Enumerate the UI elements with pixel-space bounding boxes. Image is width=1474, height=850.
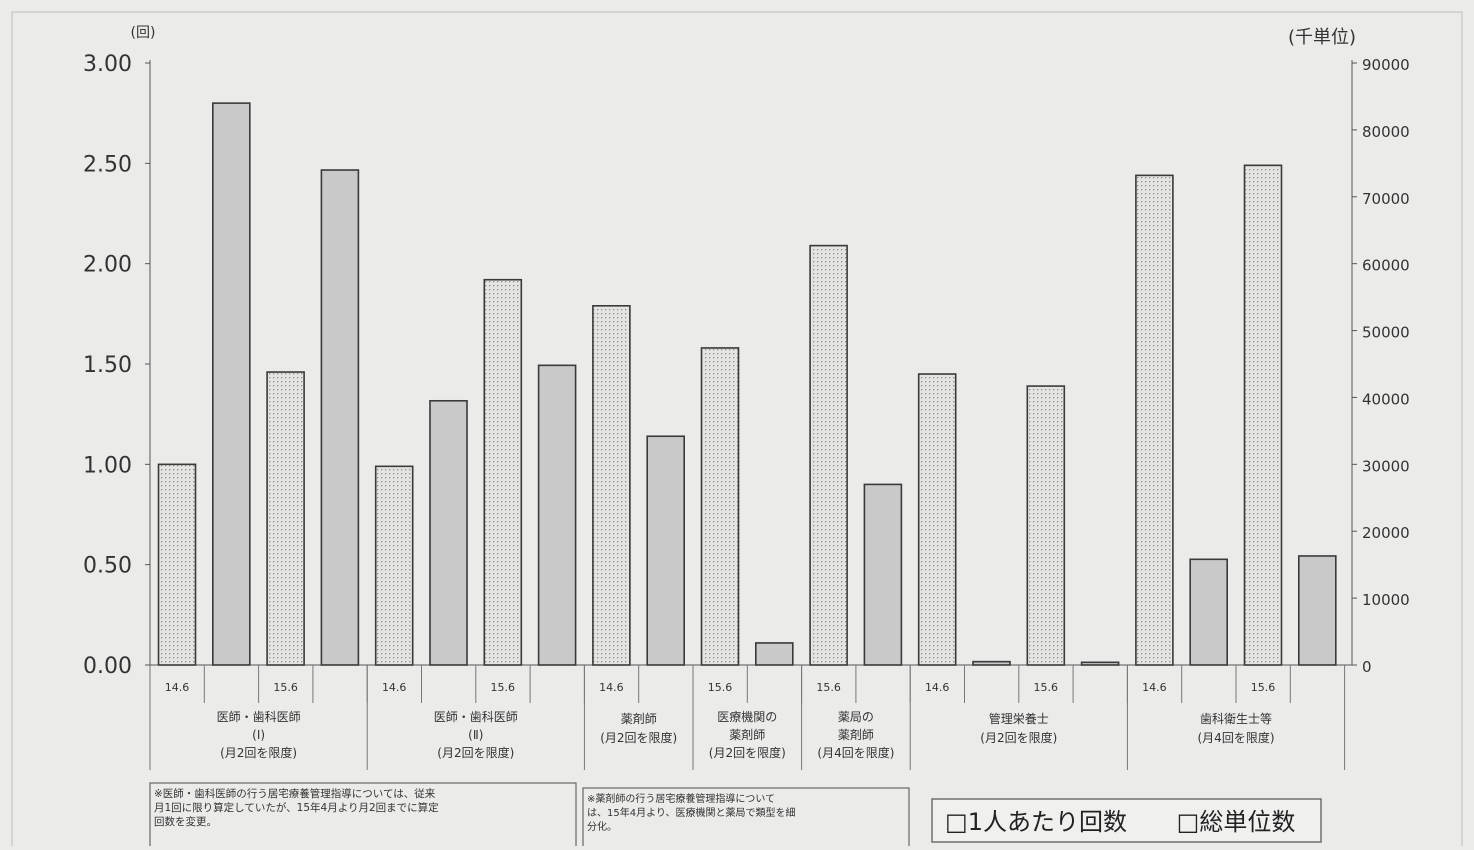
y-right-tick-label: 80000 [1362,123,1410,141]
category-label: 医療機関の [717,709,777,724]
period-label: 15.6 [1034,681,1059,694]
figure-frame [11,11,1463,850]
note-text: 回数を変更。 [154,815,217,828]
bar-total-units [537,364,577,666]
note-text: ※薬剤師の行う居宅療養管理指導について [587,792,775,805]
y-left-tick-label: 1.00 [83,453,132,478]
y-left-unit: (回) [131,25,156,41]
category-label: (月4回を限度) [817,745,894,760]
bar-per-person [1135,174,1174,666]
bar-per-person [700,347,740,666]
bar-total-units [863,483,903,666]
category-label: (月4回を限度) [1198,730,1275,745]
category-label: (Ⅱ) [468,728,483,742]
y-right-tick-label: 30000 [1362,457,1410,475]
bar-total-units [212,102,251,666]
y-left-tick-label: 2.00 [83,253,132,278]
period-label: 14.6 [599,681,624,694]
category-label: (月2回を限度) [600,730,677,745]
period-label: 14.6 [165,681,190,694]
bar-total-units [1298,555,1337,666]
period-label: 15.6 [1251,681,1276,694]
period-label: 14.6 [382,681,407,694]
y-right-tick-label: 0 [1362,658,1372,676]
bar-total-units [320,169,360,666]
y-right-tick-label: 20000 [1362,524,1410,542]
bar-per-person [917,373,957,666]
category-label: (Ⅰ) [252,728,265,742]
bar-per-person [157,463,197,666]
category-label: 薬剤師 [621,711,657,726]
bar-total-units [1080,661,1120,666]
bar-total-units [1189,558,1228,666]
note-text: ※医師・歯科医師の行う居宅療養管理指導については、従来 [154,787,436,800]
period-label: 15.6 [491,681,516,694]
y-left-tick-label: 3.00 [83,52,132,77]
bar-per-person [266,371,305,666]
y-left-tick-label: 2.50 [83,152,132,177]
category-label: 薬局の [838,710,874,724]
category-label: 医師・歯科医師 [217,710,301,724]
period-label: 15.6 [273,681,298,694]
bar-total-units [972,660,1011,666]
legend-item-total-units: □総単位数 [1177,808,1296,836]
period-label: 15.6 [816,681,841,694]
y-right-tick-label: 70000 [1362,190,1410,208]
bar-total-units [429,399,468,666]
note-text: 月1回に限り算定していたが、15年4月より月2回までに算定 [154,801,439,814]
y-left-tick-label: 0.50 [83,554,132,579]
y-right-unit: (千単位) [1288,27,1356,48]
bar-per-person [1243,164,1283,666]
category-label: 薬剤師 [838,727,874,742]
bar-per-person [483,278,523,666]
y-left-tick-label: 0.00 [83,654,132,679]
category-label: 歯科衛生士等 [1200,712,1272,726]
bar-per-person [1026,385,1066,666]
bar-total-units [646,435,686,666]
category-label: (月2回を限度) [220,745,297,760]
bar-per-person [374,465,414,666]
period-label: 14.6 [925,681,950,694]
y-right-tick-label: 10000 [1362,591,1410,609]
y-right-tick-label: 90000 [1362,56,1410,74]
period-label: 15.6 [708,681,733,694]
category-label: 医師・歯科医師 [434,710,518,724]
note-text: は、15年4月より、医療機関と薬局で類型を細 [587,806,796,819]
y-right-tick-label: 60000 [1362,257,1410,275]
category-label: (月2回を限度) [437,745,514,760]
category-label: 薬剤師 [729,727,765,742]
bar-per-person [809,244,848,666]
category-label: (月2回を限度) [980,730,1057,745]
category-label: (月2回を限度) [709,745,786,760]
period-label: 14.6 [1142,681,1167,694]
y-right-tick-label: 50000 [1362,324,1410,342]
bar-total-units [754,642,794,666]
y-left-tick-label: 1.50 [83,353,132,378]
bar-per-person [592,305,631,666]
y-right-tick-label: 40000 [1362,390,1410,408]
legend-box [931,798,1322,843]
legend-item-per-person: □1人あたり回数 [945,808,1127,836]
category-label: 管理栄養士 [989,711,1049,726]
note-text: 分化。 [587,820,617,833]
